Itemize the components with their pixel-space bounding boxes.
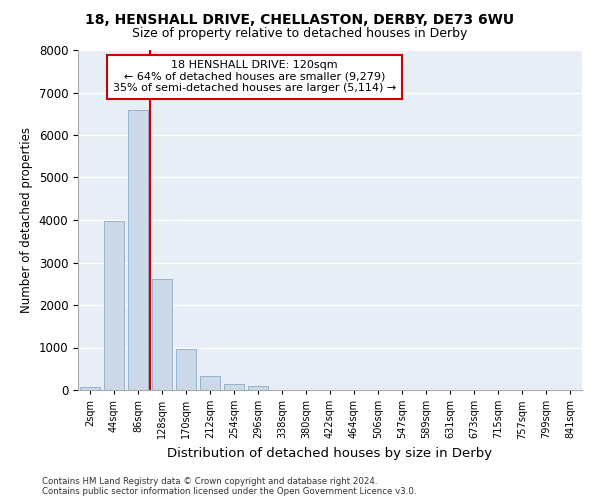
- Text: Contains HM Land Registry data © Crown copyright and database right 2024.: Contains HM Land Registry data © Crown c…: [42, 477, 377, 486]
- Bar: [128, 110, 148, 390]
- Text: 18 HENSHALL DRIVE: 120sqm
← 64% of detached houses are smaller (9,279)
35% of se: 18 HENSHALL DRIVE: 120sqm ← 64% of detac…: [113, 60, 396, 94]
- Bar: [224, 384, 244, 390]
- Text: Contains public sector information licensed under the Open Government Licence v3: Contains public sector information licen…: [42, 487, 416, 496]
- Bar: [248, 386, 268, 390]
- Y-axis label: Number of detached properties: Number of detached properties: [20, 127, 33, 313]
- Text: 18, HENSHALL DRIVE, CHELLASTON, DERBY, DE73 6WU: 18, HENSHALL DRIVE, CHELLASTON, DERBY, D…: [85, 12, 515, 26]
- Text: Size of property relative to detached houses in Derby: Size of property relative to detached ho…: [133, 28, 467, 40]
- Bar: [152, 278, 172, 390]
- X-axis label: Distribution of detached houses by size in Derby: Distribution of detached houses by size …: [167, 447, 493, 460]
- Bar: [176, 349, 196, 390]
- Bar: [80, 386, 100, 390]
- Bar: [104, 221, 124, 390]
- Bar: [200, 376, 220, 390]
